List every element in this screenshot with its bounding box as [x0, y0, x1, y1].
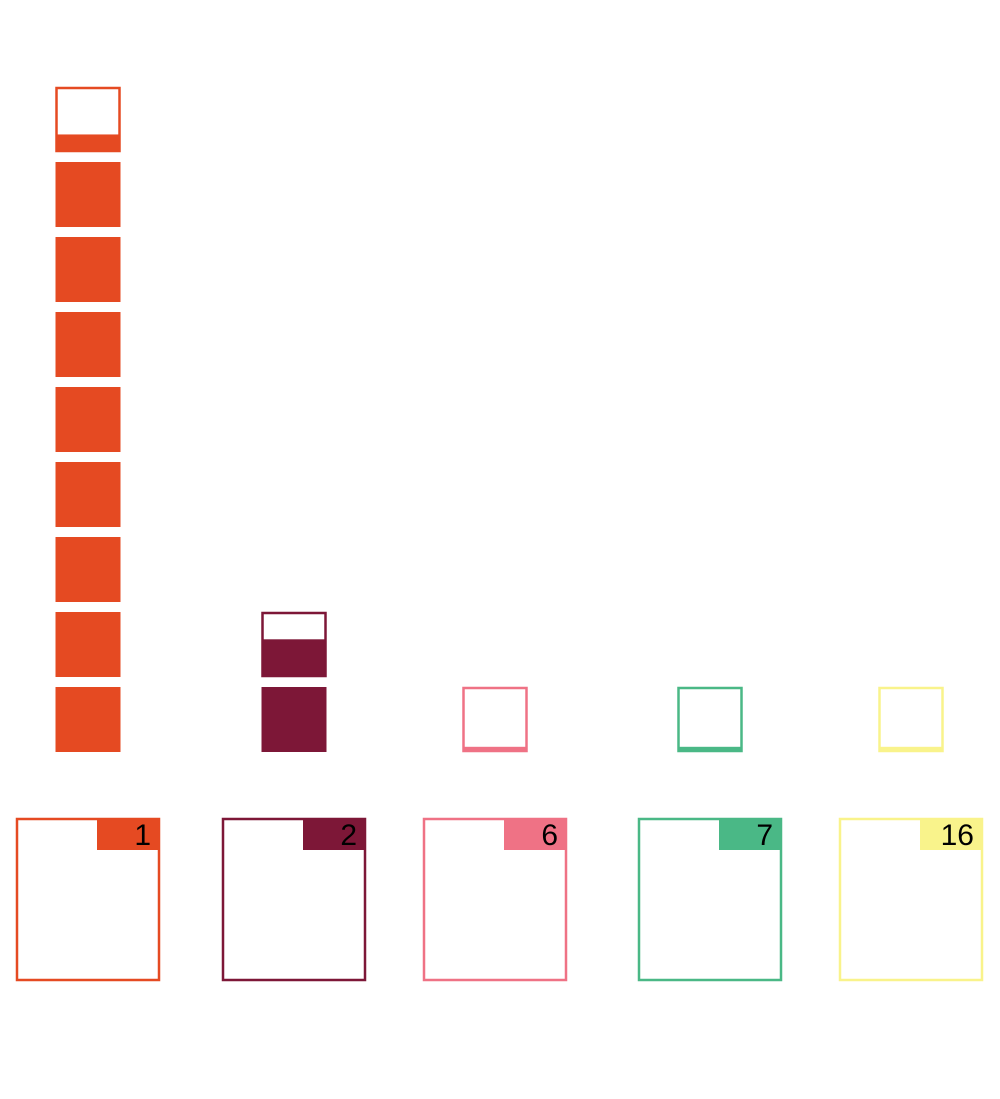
partial-square-outline [55, 86, 121, 153]
partial-square-fill [55, 134, 121, 152]
legend-tag-2 [303, 818, 365, 850]
legend-tag-1 [97, 818, 159, 850]
unit-square [55, 312, 121, 377]
category-label: 2 [340, 819, 357, 852]
partial-square-fill [261, 639, 327, 677]
unit-square [261, 687, 327, 752]
legend-tag-6 [504, 818, 566, 850]
category-label: 7 [756, 819, 773, 852]
partial-square-outline [261, 611, 327, 678]
partial-square-outline [462, 686, 528, 753]
unit-square [55, 687, 121, 752]
unit-square [55, 162, 121, 227]
unit-square [55, 612, 121, 677]
category-label: 1 [134, 819, 151, 852]
legend-tag-16 [920, 818, 982, 850]
unit-square [55, 537, 121, 602]
category-label: 16 [941, 819, 974, 852]
partial-square-outline [878, 686, 944, 753]
partial-square-fill [677, 746, 743, 752]
unit-square [55, 237, 121, 302]
partial-square-fill [878, 746, 944, 752]
category-label: 6 [541, 819, 558, 852]
partial-square-outline [677, 686, 743, 753]
unit-square [55, 387, 121, 452]
partial-square-fill [462, 746, 528, 752]
unit-square [55, 462, 121, 527]
legend-tag-7 [719, 818, 781, 850]
